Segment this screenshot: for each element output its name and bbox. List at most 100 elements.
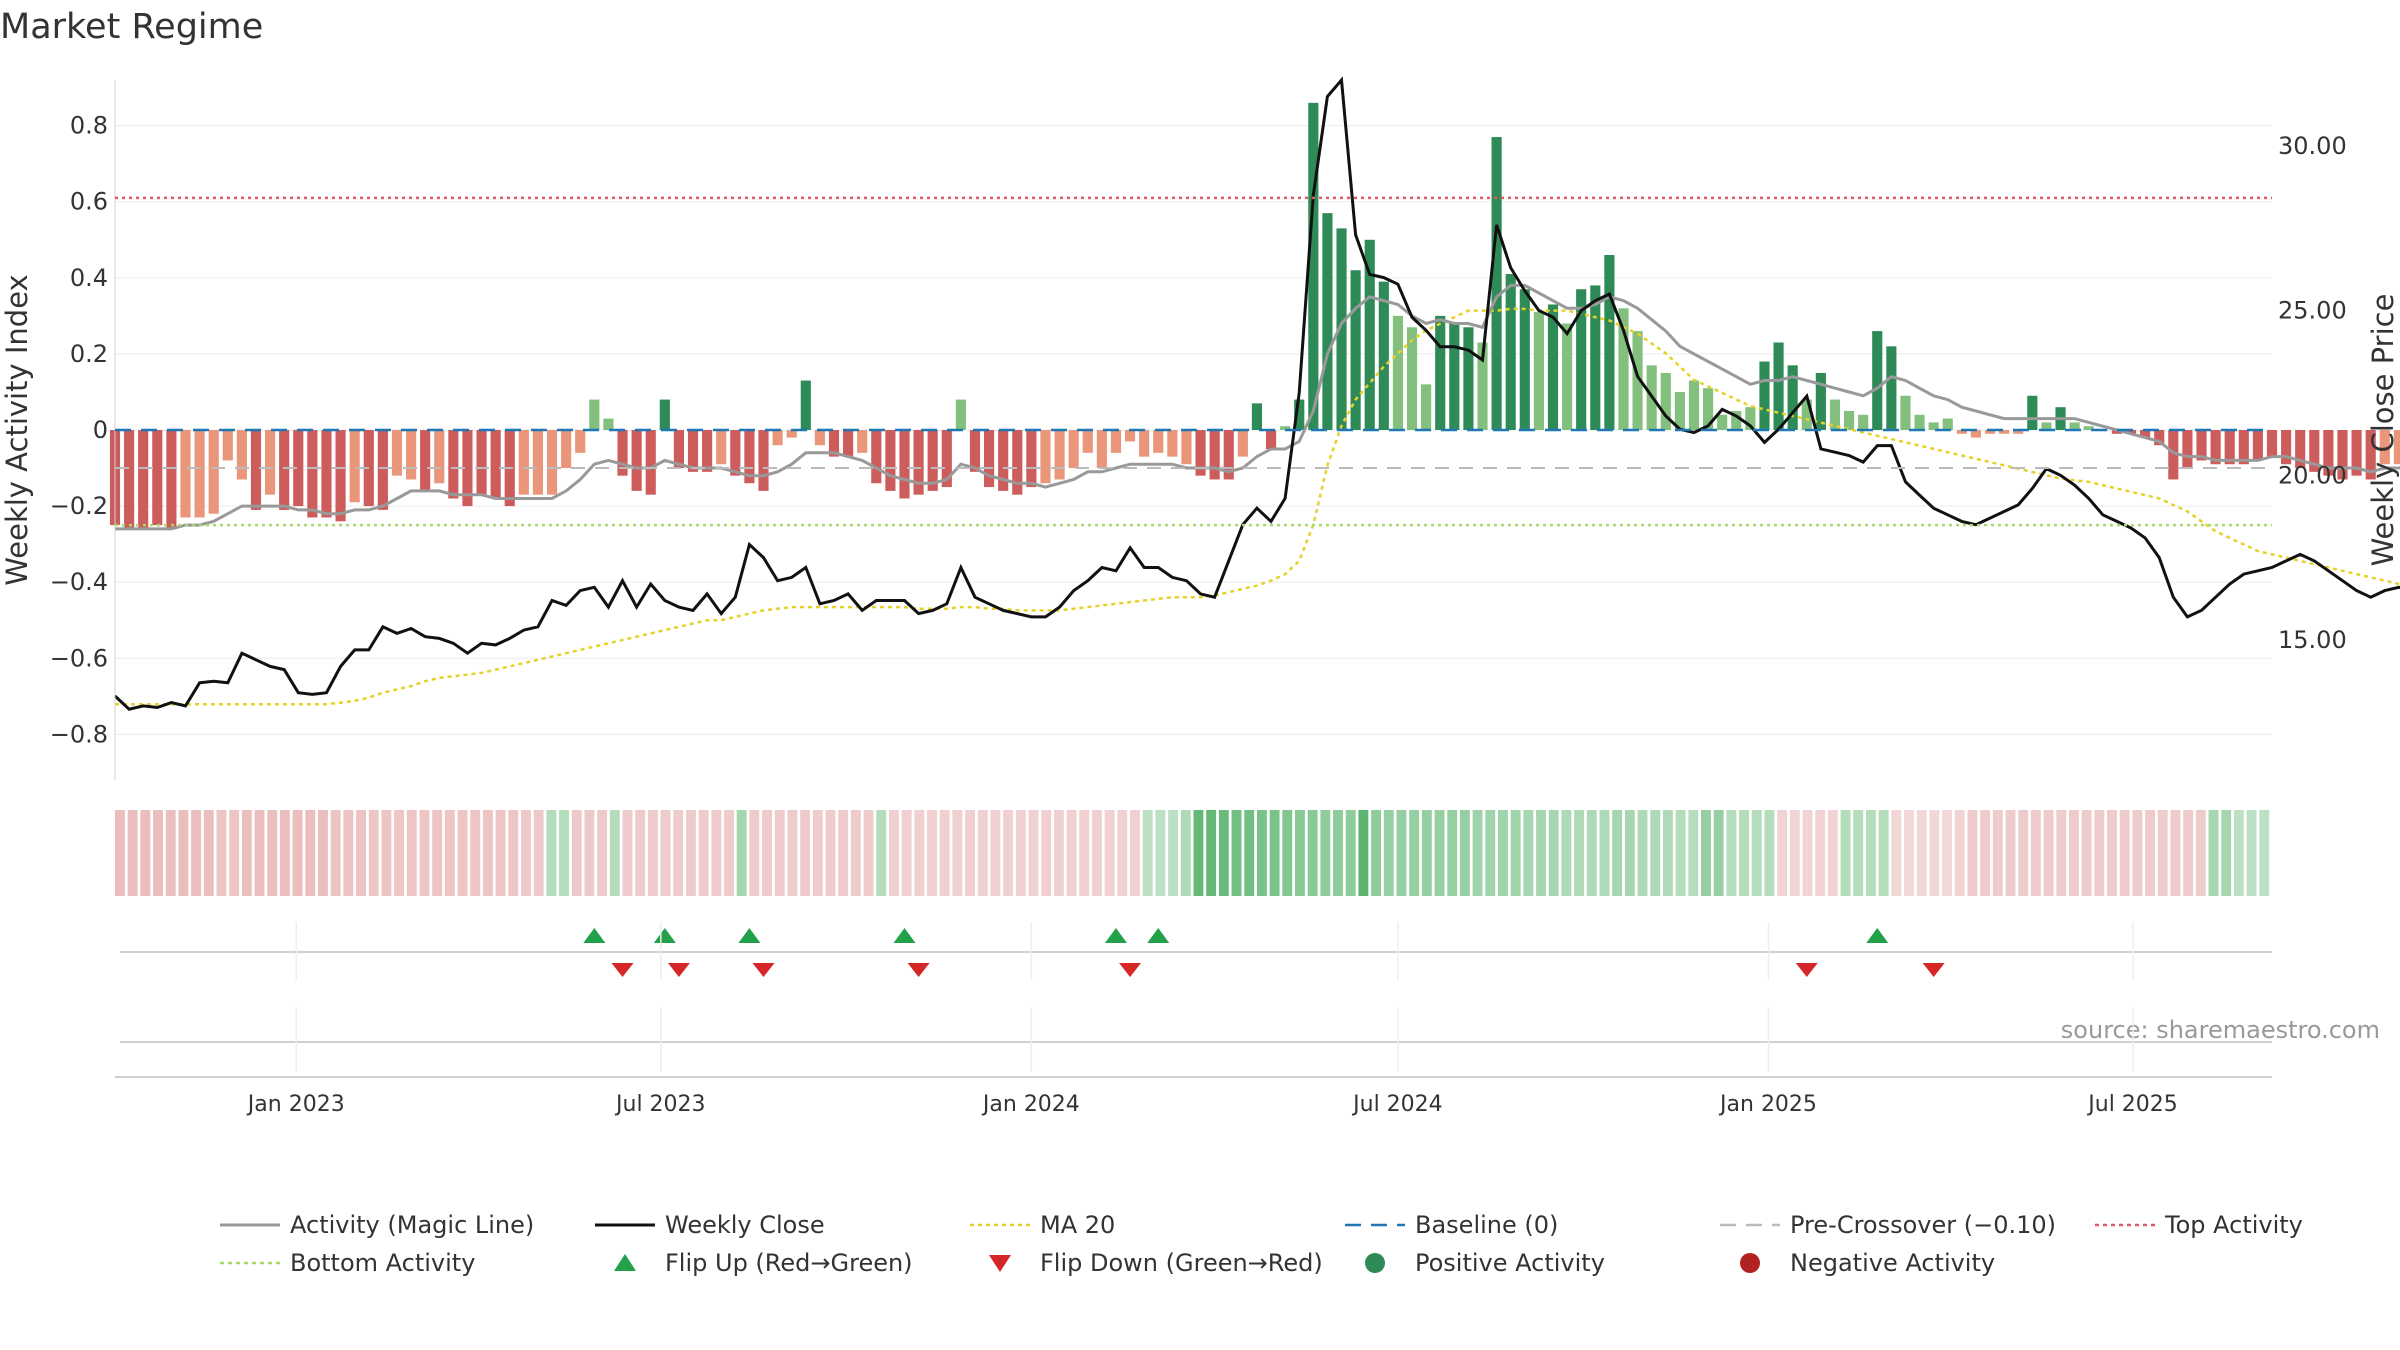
activity-bar: [1815, 372, 1826, 430]
activity-bar: [2196, 430, 2207, 461]
activity-bar: [2027, 395, 2038, 430]
regime-cell: [521, 810, 531, 896]
regime-cell: [1904, 810, 1914, 896]
activity-bar: [1378, 281, 1389, 430]
activity-bar: [1364, 239, 1375, 430]
regime-cell: [1472, 810, 1483, 896]
activity-bar: [2393, 430, 2400, 465]
activity-bar: [1294, 399, 1305, 430]
activity-bar: [2069, 422, 2080, 430]
legend-item: Negative Activity: [1740, 1249, 1995, 1277]
activity-bar: [1167, 430, 1178, 457]
activity-bar: [1491, 137, 1502, 430]
regime-cell: [584, 810, 595, 896]
regime-cell: [444, 810, 455, 896]
activity-bar: [2266, 430, 2278, 457]
regime-cell: [1409, 810, 1420, 896]
activity-bar: [1787, 365, 1798, 430]
regime-cell: [1624, 810, 1635, 896]
activity-bar: [265, 430, 276, 495]
activity-bar: [1674, 391, 1685, 430]
regime-cell: [762, 810, 772, 896]
activity-bar: [321, 430, 332, 518]
bottom-panel: [115, 1041, 2272, 1078]
activity-bar: [589, 399, 600, 430]
regime-cell: [1218, 810, 1229, 896]
activity-bar: [1012, 430, 1023, 495]
legend-item: Pre-Crossover (−0.10): [1720, 1211, 2056, 1239]
regime-cell: [2081, 810, 2092, 896]
activity-bar: [1731, 410, 1742, 430]
activity-bar: [1406, 327, 1418, 430]
chart-title: Market Regime: [0, 7, 263, 47]
regime-cell: [660, 810, 671, 896]
activity-bar: [2125, 430, 2137, 434]
activity-bar: [1717, 414, 1728, 430]
activity-bar: [2041, 422, 2052, 430]
regime-cell: [165, 810, 176, 896]
activity-bar: [1547, 304, 1559, 430]
regime-cell: [673, 810, 684, 896]
regime-cell: [343, 810, 354, 896]
activity-bar: [1703, 388, 1714, 430]
regime-cell: [1662, 810, 1673, 896]
activity-bar: [758, 430, 769, 491]
activity-bar: [659, 399, 670, 430]
flip-down-marker: [1922, 963, 1945, 977]
regime-cell: [990, 810, 1001, 896]
y-tick-label: 0.2: [70, 340, 108, 368]
activity-bar: [913, 430, 924, 495]
activity-bar: [1519, 289, 1530, 430]
legend-item: Activity (Magic Line): [220, 1211, 534, 1239]
activity-bar: [843, 430, 854, 457]
legend-item: MA 20: [970, 1211, 1115, 1239]
activity-bar: [2154, 430, 2165, 446]
regime-cell: [1142, 810, 1153, 896]
regime-cell: [1091, 810, 1102, 896]
regime-cell: [559, 810, 569, 896]
regime-cell: [1853, 810, 1864, 896]
activity-bar: [2295, 430, 2306, 469]
y2-tick-label: 30.00: [2278, 132, 2347, 160]
activity-bar: [1872, 331, 1883, 430]
regime-cell: [736, 810, 747, 896]
regime-cell: [1168, 810, 1179, 896]
y-tick-label: −0.6: [50, 644, 108, 672]
x-tick-label: Jan 2024: [981, 1092, 1080, 1117]
ma20-line: [115, 307, 2400, 706]
activity-bar: [1562, 323, 1573, 430]
legend: Activity (Magic Line) Weekly Close MA 20 Ba…: [220, 1211, 2303, 1277]
regime-cell: [1815, 810, 1826, 896]
regime-cell: [1079, 810, 1090, 896]
activity-bar: [1843, 410, 1855, 430]
regime-cell: [1764, 810, 1775, 896]
regime-cell: [850, 810, 861, 896]
activity-bar: [617, 430, 628, 476]
activity-bar: [546, 430, 558, 495]
flip-down-marker: [667, 963, 690, 977]
legend-item: Top Activity: [2095, 1211, 2303, 1239]
flip-down-marker: [1795, 963, 1818, 977]
activity-bar: [687, 430, 699, 472]
regime-cell: [2005, 810, 2016, 896]
regime-cell: [178, 810, 189, 896]
activity-bar: [1590, 285, 1601, 430]
activity-bar: [1463, 327, 1474, 430]
x-tick-label: Jul 2025: [2086, 1092, 2178, 1117]
activity-bar: [969, 430, 981, 472]
regime-cell: [1739, 810, 1749, 896]
activity-bar: [2238, 430, 2249, 465]
regime-cell: [1675, 810, 1686, 896]
activity-bar: [222, 430, 233, 461]
regime-cell: [1789, 810, 1800, 896]
regime-cell: [952, 810, 963, 896]
regime-cell: [495, 810, 506, 896]
activity-bar: [984, 430, 995, 488]
regime-cell: [216, 810, 227, 896]
activity-bar: [236, 430, 247, 480]
regime-cell: [1701, 810, 1711, 896]
regime-cell: [863, 810, 874, 896]
activity-bar: [1153, 430, 1164, 453]
activity-bar: [561, 430, 572, 469]
regime-cell: [597, 810, 608, 896]
